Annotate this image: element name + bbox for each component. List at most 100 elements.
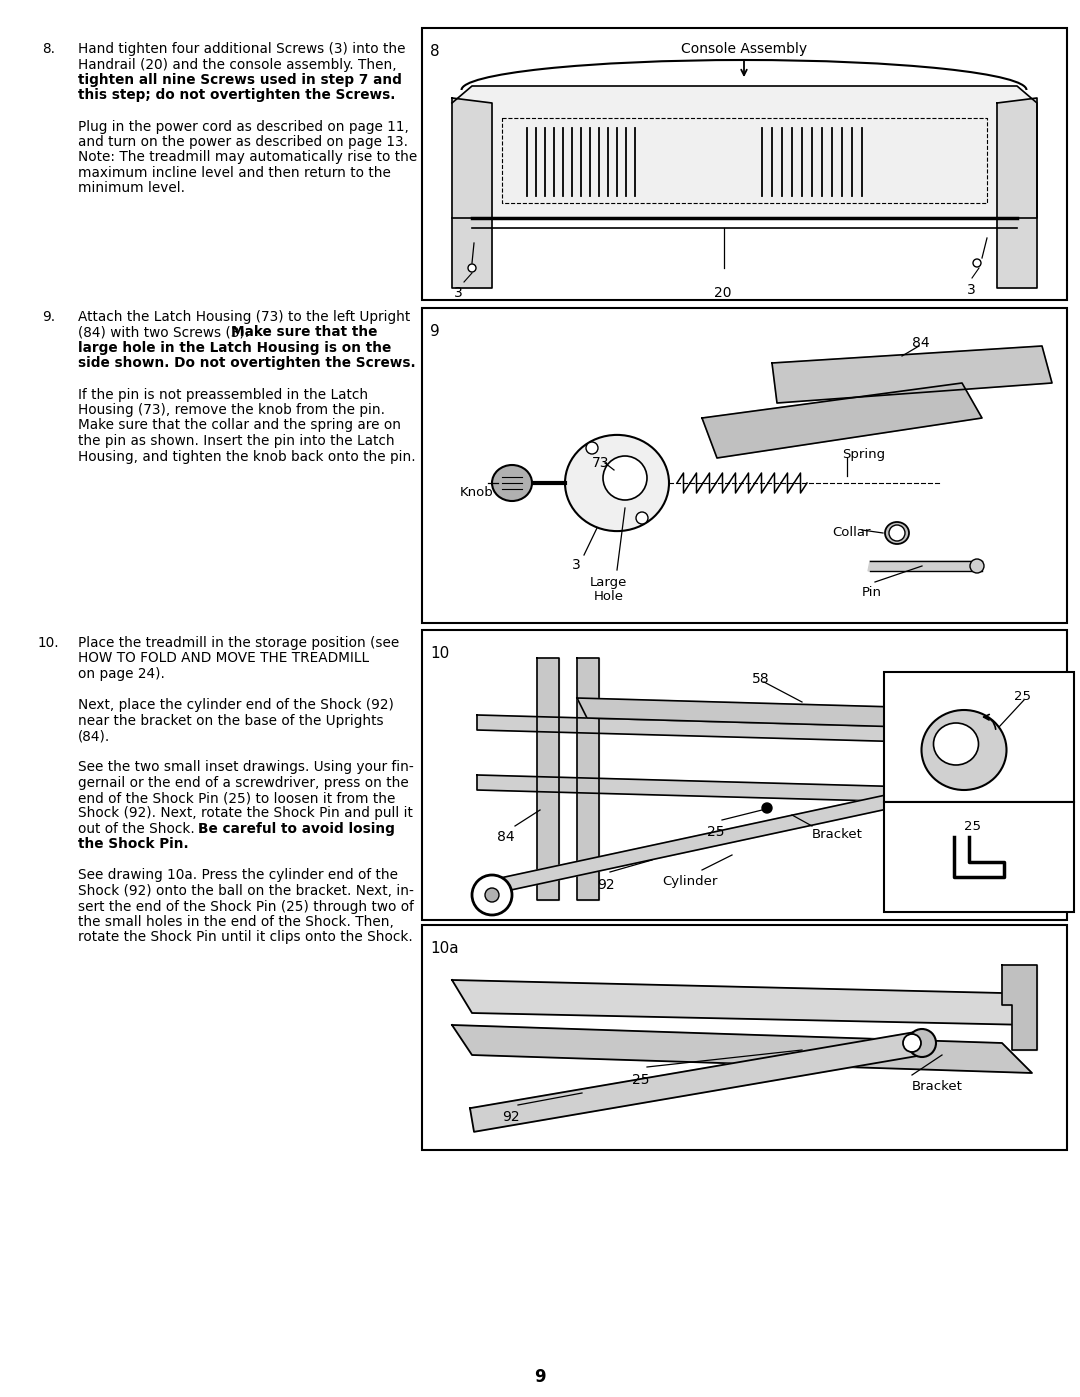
Text: 20: 20 <box>714 286 731 300</box>
Circle shape <box>586 441 598 454</box>
Ellipse shape <box>565 434 669 531</box>
Circle shape <box>889 525 905 541</box>
Text: 84: 84 <box>912 337 930 351</box>
Polygon shape <box>502 117 987 203</box>
Text: 73: 73 <box>592 455 609 469</box>
Text: 3: 3 <box>967 284 975 298</box>
Text: Make sure that the: Make sure that the <box>231 326 377 339</box>
Text: 9.: 9. <box>42 310 55 324</box>
Text: 92: 92 <box>502 1111 519 1125</box>
Ellipse shape <box>492 465 532 502</box>
Polygon shape <box>868 562 982 571</box>
Text: Note: The treadmill may automatically rise to the: Note: The treadmill may automatically ri… <box>78 151 417 165</box>
Text: the pin as shown. Insert the pin into the Latch: the pin as shown. Insert the pin into th… <box>78 434 394 448</box>
Bar <box>885 672 1074 802</box>
Polygon shape <box>453 98 492 288</box>
Text: Next, place the cylinder end of the Shock (92): Next, place the cylinder end of the Shoc… <box>78 698 394 712</box>
Circle shape <box>472 875 512 915</box>
Text: (84).: (84). <box>78 729 110 743</box>
Polygon shape <box>1002 965 1037 1051</box>
Polygon shape <box>577 658 599 900</box>
Text: and turn on the power as described on page 13.: and turn on the power as described on pa… <box>78 136 408 149</box>
Text: 3: 3 <box>572 557 581 571</box>
Text: Housing (73), remove the knob from the pin.: Housing (73), remove the knob from the p… <box>78 402 384 416</box>
Text: tighten all nine Screws used in step 7 and: tighten all nine Screws used in step 7 a… <box>78 73 402 87</box>
Text: gernail or the end of a screwdriver, press on the: gernail or the end of a screwdriver, pre… <box>78 775 408 789</box>
Text: Shock (92) onto the ball on the bracket. Next, in-: Shock (92) onto the ball on the bracket.… <box>78 884 414 898</box>
Polygon shape <box>453 87 1037 218</box>
Text: 10a: 10a <box>430 942 459 956</box>
Polygon shape <box>772 346 1052 402</box>
Text: maximum incline level and then return to the: maximum incline level and then return to… <box>78 166 391 180</box>
Text: this step; do not overtighten the Screws.: this step; do not overtighten the Screws… <box>78 88 395 102</box>
Polygon shape <box>537 658 559 900</box>
Text: 8: 8 <box>430 43 440 59</box>
Text: 8.: 8. <box>42 42 55 56</box>
Circle shape <box>903 1034 921 1052</box>
Circle shape <box>603 455 647 500</box>
Text: HOW TO FOLD AND MOVE THE TREADMILL: HOW TO FOLD AND MOVE THE TREADMILL <box>78 651 369 665</box>
Circle shape <box>485 888 499 902</box>
Text: 9: 9 <box>430 324 440 339</box>
Polygon shape <box>453 981 1032 1025</box>
Text: Bracket: Bracket <box>812 828 863 841</box>
Text: Place the treadmill in the storage position (see: Place the treadmill in the storage posit… <box>78 636 400 650</box>
Text: Attach the Latch Housing (73) to the left Upright: Attach the Latch Housing (73) to the lef… <box>78 310 410 324</box>
Text: 3: 3 <box>454 286 462 300</box>
Text: minimum level.: minimum level. <box>78 182 185 196</box>
Text: (84) with two Screws (3).: (84) with two Screws (3). <box>78 326 254 339</box>
Circle shape <box>908 1030 936 1058</box>
Polygon shape <box>486 768 1013 895</box>
Text: Knob: Knob <box>460 486 494 499</box>
Polygon shape <box>470 1031 924 1132</box>
Ellipse shape <box>933 724 978 766</box>
Text: large hole in the Latch Housing is on the: large hole in the Latch Housing is on th… <box>78 341 391 355</box>
Polygon shape <box>997 98 1037 288</box>
Ellipse shape <box>885 522 909 543</box>
Text: 25: 25 <box>632 1073 649 1087</box>
Text: 92: 92 <box>597 877 615 893</box>
Text: rotate the Shock Pin until it clips onto the Shock.: rotate the Shock Pin until it clips onto… <box>78 930 413 944</box>
Ellipse shape <box>921 710 1007 789</box>
Bar <box>422 925 1067 1150</box>
Text: out of the Shock.: out of the Shock. <box>78 821 199 835</box>
Text: sert the end of the Shock Pin (25) through two of: sert the end of the Shock Pin (25) throu… <box>78 900 414 914</box>
Text: Collar: Collar <box>832 527 870 539</box>
Bar <box>422 28 1067 300</box>
Text: Cylinder: Cylinder <box>662 875 717 888</box>
Bar <box>422 630 1067 921</box>
Text: Spring: Spring <box>842 448 886 461</box>
Bar <box>422 307 1067 623</box>
Circle shape <box>973 258 981 267</box>
Text: 10.: 10. <box>38 636 59 650</box>
Text: near the bracket on the base of the Uprights: near the bracket on the base of the Upri… <box>78 714 383 728</box>
Text: the small holes in the end of the Shock. Then,: the small holes in the end of the Shock.… <box>78 915 394 929</box>
Polygon shape <box>477 775 1022 805</box>
Text: Large: Large <box>590 576 627 590</box>
Text: 25: 25 <box>707 826 725 840</box>
Text: See drawing 10a. Press the cylinder end of the: See drawing 10a. Press the cylinder end … <box>78 869 399 883</box>
Text: If the pin is not preassembled in the Latch: If the pin is not preassembled in the La… <box>78 387 368 401</box>
Text: Handrail (20) and the console assembly. Then,: Handrail (20) and the console assembly. … <box>78 57 396 71</box>
Text: Housing, and tighten the knob back onto the pin.: Housing, and tighten the knob back onto … <box>78 450 416 464</box>
Text: Shock (92). Next, rotate the Shock Pin and pull it: Shock (92). Next, rotate the Shock Pin a… <box>78 806 413 820</box>
Text: 25: 25 <box>1014 690 1031 703</box>
Text: Be careful to avoid losing: Be careful to avoid losing <box>198 821 395 835</box>
Text: 58: 58 <box>752 672 770 686</box>
Text: 84: 84 <box>497 830 515 844</box>
Text: end of the Shock Pin (25) to loosen it from the: end of the Shock Pin (25) to loosen it f… <box>78 791 395 805</box>
Polygon shape <box>453 1025 1032 1073</box>
Circle shape <box>970 559 984 573</box>
Text: side shown. Do not overtighten the Screws.: side shown. Do not overtighten the Screw… <box>78 356 416 370</box>
Text: the Shock Pin.: the Shock Pin. <box>78 837 189 852</box>
Text: Make sure that the collar and the spring are on: Make sure that the collar and the spring… <box>78 419 401 433</box>
Polygon shape <box>577 698 1012 731</box>
Text: 10: 10 <box>430 645 449 661</box>
Text: on page 24).: on page 24). <box>78 666 165 680</box>
Circle shape <box>762 803 772 813</box>
Circle shape <box>468 264 476 272</box>
Polygon shape <box>702 383 982 458</box>
Text: Pin: Pin <box>862 585 882 599</box>
Text: 9: 9 <box>535 1368 545 1386</box>
Text: Hand tighten four additional Screws (3) into the: Hand tighten four additional Screws (3) … <box>78 42 405 56</box>
